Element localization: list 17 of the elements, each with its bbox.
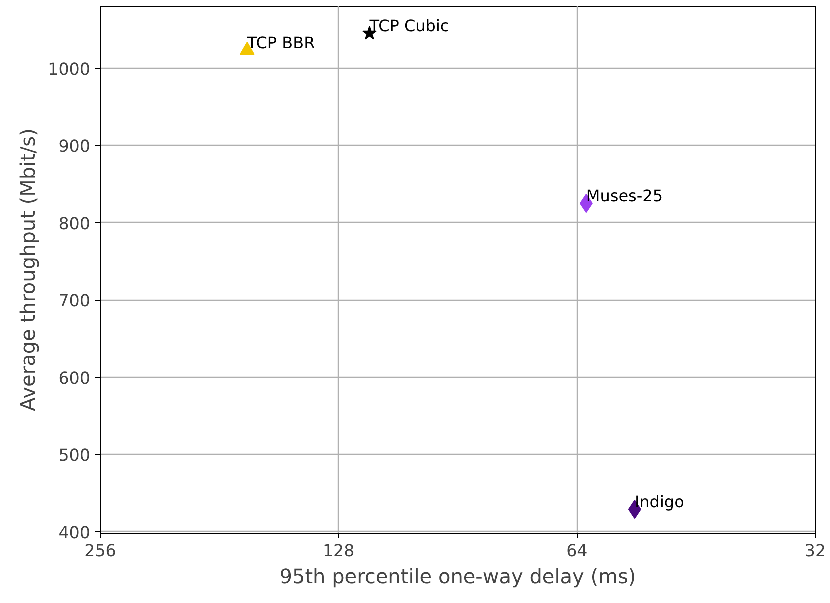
- x-tick-label: 128: [322, 542, 355, 560]
- y-tick-label: 400: [58, 523, 91, 542]
- x-axis-title: 95th percentile one-way delay (ms): [280, 564, 636, 588]
- y-tick-label: 700: [58, 292, 91, 311]
- y-tick-label: 500: [58, 446, 91, 466]
- series-label: Indigo: [634, 492, 684, 512]
- y-tick-label: 900: [58, 137, 91, 156]
- series-label: Muses-25: [586, 186, 664, 206]
- x-tick-label: 256: [84, 542, 116, 560]
- y-axis-title: Average throughput (Mbit/s): [16, 128, 40, 412]
- series-label: TCP BBR: [246, 34, 316, 53]
- y-tick-label: 600: [58, 368, 91, 388]
- series-label: TCP Cubic: [368, 16, 450, 36]
- x-tick-label: 64: [566, 542, 588, 560]
- y-tick-label: 1000: [48, 60, 90, 79]
- y-tick-label: 800: [58, 214, 91, 234]
- x-tick-label: 32: [804, 542, 826, 560]
